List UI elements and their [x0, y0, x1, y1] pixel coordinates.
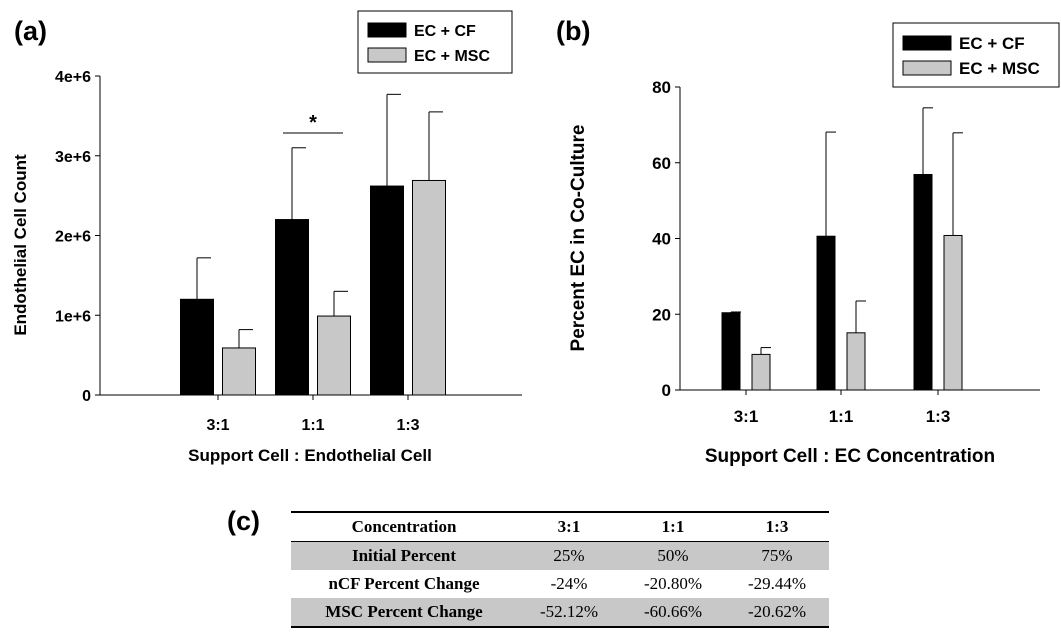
table-cell: 75%: [725, 541, 829, 570]
table-header-row: Concentration 3:1 1:1 1:3: [291, 512, 829, 542]
table-cell: -20.62%: [725, 598, 829, 627]
table-header-cell: 1:1: [661, 517, 685, 536]
y-tick-label: 20: [652, 305, 671, 324]
table-cell: 25%: [517, 541, 621, 570]
table-cell: -29.44%: [747, 574, 807, 593]
legend-swatch: [902, 35, 952, 51]
bar: [721, 312, 741, 391]
table-row: nCF Percent Change -24% -20.80% -29.44%: [291, 570, 829, 598]
y-tick-label: 0: [82, 388, 91, 405]
table-row-label: MSC Percent Change: [291, 598, 517, 627]
bar: [943, 234, 963, 391]
x-tick-label: 3:1: [206, 417, 229, 434]
x-tick-label: 1:1: [829, 407, 854, 426]
table-header-cell: 1:3: [765, 517, 789, 536]
legend-label: EC + CF: [414, 23, 476, 40]
bar: [846, 332, 866, 391]
legend-swatch: [902, 60, 952, 76]
table-cell: -60.66%: [621, 598, 725, 627]
y-tick-label: 4e+6: [55, 69, 91, 86]
legend-label: EC + MSC: [959, 59, 1040, 78]
table-cell: 50%: [621, 541, 725, 570]
bar: [370, 185, 404, 396]
bar: [275, 219, 309, 396]
table-row-label: Initial Percent: [291, 541, 517, 570]
table-header-cell: 3:1: [557, 517, 581, 536]
table-cell: -20.80%: [643, 574, 703, 593]
y-tick-label: 2e+6: [55, 229, 91, 246]
y-tick-label: 60: [652, 154, 671, 173]
legend-swatch: [367, 47, 407, 63]
x-tick-label: 1:3: [926, 407, 951, 426]
legend-swatch: [367, 22, 407, 38]
x-axis-label: Support Cell : Endothelial Cell: [188, 446, 432, 465]
bar: [751, 353, 771, 391]
y-tick-label: 80: [652, 78, 671, 97]
bar: [913, 173, 933, 391]
y-tick-label: 1e+6: [55, 308, 91, 325]
x-tick-label: 1:3: [396, 417, 419, 434]
table-row-label: nCF Percent Change: [328, 574, 480, 593]
panel-a-label: (a): [14, 16, 47, 46]
y-axis-label: Endothelial Cell Count: [11, 154, 30, 336]
chart-a: 0 1e+6 2e+6 3e+6 4e+6 3:1 1:1 1:3 Support Cell :…: [11, 10, 522, 465]
x-tick-label: 3:1: [734, 407, 759, 426]
y-tick-label: 3e+6: [55, 149, 91, 166]
bar: [317, 315, 351, 396]
y-axis-label: Percent EC in Co-Culture: [568, 125, 589, 352]
table-cell: -52.12%: [517, 598, 621, 627]
table-cell: -24%: [550, 574, 588, 593]
y-tick-label: 40: [652, 230, 671, 249]
y-tick-label: 0: [662, 381, 671, 400]
x-axis-label: Support Cell : EC Concentration: [705, 446, 995, 467]
panel-c-label: (c): [227, 506, 260, 536]
significance-marker: *: [309, 112, 317, 134]
bar: [180, 298, 214, 396]
legend-label: EC + CF: [959, 34, 1025, 53]
chart-b: 0 20 40 60 80 3:1 1:1 1:3 Support Cell : EC Conc…: [568, 22, 1060, 467]
bar: [816, 235, 836, 391]
panel-b-label: (b): [556, 16, 591, 46]
legend-label: EC + MSC: [414, 48, 490, 65]
percent-change-table: Concentration 3:1 1:1 1:3 Initial Percen…: [291, 511, 829, 628]
bar: [412, 179, 446, 396]
table-row: Initial Percent 25% 50% 75%: [291, 541, 829, 570]
x-tick-label: 1:1: [301, 417, 324, 434]
bar: [222, 347, 256, 396]
table-header-cell: Concentration: [351, 517, 457, 536]
legend-box: [892, 22, 1060, 88]
table-row: MSC Percent Change -52.12% -60.66% -20.6…: [291, 598, 829, 627]
legend-box: [357, 10, 513, 74]
